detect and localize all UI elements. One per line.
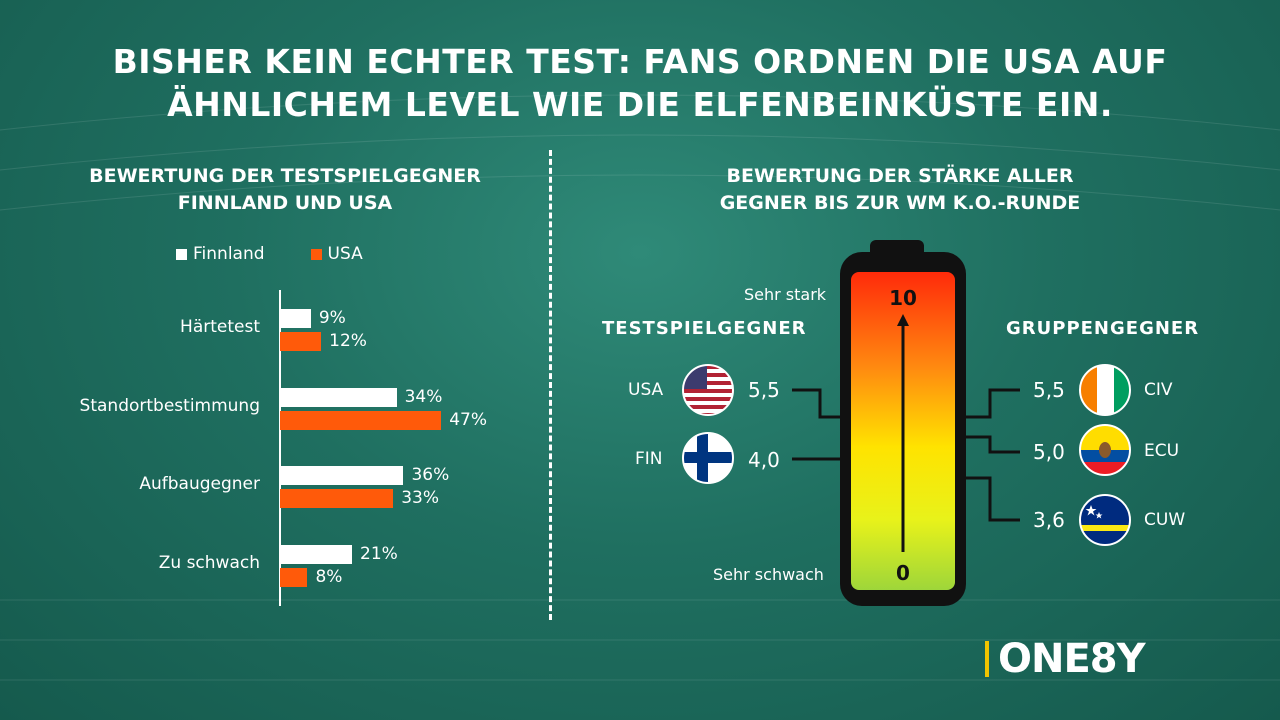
value-label-usa: 47%: [449, 410, 487, 430]
bar-finnland: [280, 309, 311, 328]
legend-item-finnland: Finnland: [176, 244, 265, 264]
value-label-usa: 8%: [315, 567, 343, 587]
bar-usa: [280, 568, 308, 587]
connector-cuw: [955, 476, 1020, 522]
curacao-flag: [1080, 495, 1130, 545]
legend-label-finnland: Finnland: [193, 244, 265, 264]
group-opponents-heading: GRUPPENGEGNER: [1006, 318, 1200, 339]
country-value-usa: 5,5: [748, 378, 780, 402]
test-opponents-heading: TESTSPIELGEGNER: [602, 318, 807, 339]
country-value-ecu: 5,0: [1033, 440, 1065, 464]
value-label-finnland: 21%: [360, 544, 398, 564]
right-chart-title: BEWERTUNG DER STÄRKE ALLER GEGNER BIS ZU…: [719, 165, 1081, 214]
legend-swatch-finnland: [176, 248, 187, 260]
value-label-usa: 12%: [329, 331, 367, 351]
bar-chart-axis: [279, 290, 281, 606]
category-label: Standortbestimmung: [79, 396, 260, 416]
country-label-fin: FIN: [635, 449, 663, 469]
scale-max-label: 10: [889, 286, 917, 310]
value-label-finnland: 9%: [318, 308, 346, 328]
scale-min-label: 0: [896, 561, 910, 585]
category-label: Härtetest: [180, 317, 260, 337]
country-value-civ: 5,5: [1033, 378, 1065, 402]
section-divider: [549, 150, 552, 620]
connector-ecu: [955, 435, 1020, 454]
country-label-civ: CIV: [1144, 380, 1173, 400]
connector-usa: [792, 388, 851, 419]
category-label: Zu schwach: [158, 553, 260, 573]
page-title: BISHER KEIN ECHTER TEST: FANS ORDNEN DIE…: [112, 42, 1168, 124]
bar-finnland: [280, 388, 397, 407]
finland-flag: [683, 433, 733, 483]
country-label-cuw: CUW: [1144, 510, 1186, 530]
bar-finnland: [280, 545, 353, 564]
country-value-fin: 4,0: [748, 448, 780, 472]
country-label-usa: USA: [628, 380, 664, 400]
strength-scale: 10 0: [682, 240, 1131, 606]
category-label: Aufbaugegner: [139, 474, 260, 494]
bar-usa: [280, 411, 442, 430]
left-chart-title: BEWERTUNG DER TESTSPIELGEGNER FINNLAND U…: [89, 165, 481, 214]
scale-bottom-label: Sehr schwach: [713, 565, 824, 584]
country-label-ecu: ECU: [1144, 441, 1180, 461]
scale-top-label: Sehr stark: [744, 285, 827, 304]
one8y-logo: ONE8Y: [998, 636, 1146, 682]
bar-finnland: [280, 466, 404, 485]
legend-item-usa: USA: [310, 244, 363, 264]
chart-legend: Finnland USA: [176, 244, 409, 264]
bar-usa: [280, 332, 322, 351]
value-label-usa: 33%: [401, 488, 439, 508]
legend-swatch-usa: [310, 248, 322, 260]
legend-label-usa: USA: [327, 244, 363, 264]
bar-usa: [280, 489, 394, 508]
usa-flag: [683, 365, 733, 415]
country-value-cuw: 3,6: [1033, 508, 1065, 532]
scale-arrow-head: [897, 314, 909, 326]
connector-civ: [955, 388, 1020, 419]
value-label-finnland: 36%: [411, 465, 450, 485]
value-label-finnland: 34%: [404, 387, 443, 407]
logo-accent: [985, 641, 989, 677]
